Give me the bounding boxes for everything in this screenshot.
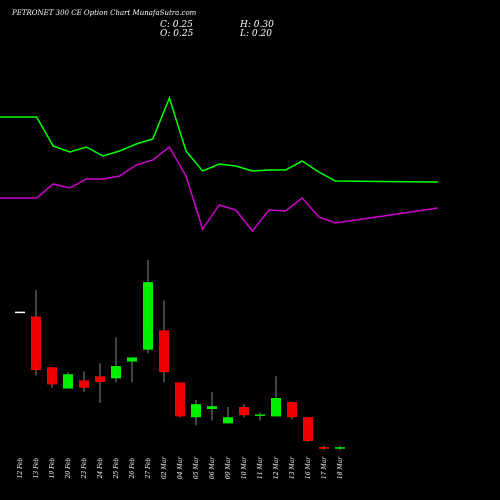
candle-body — [239, 407, 249, 416]
candle — [271, 376, 281, 417]
candle-body — [79, 380, 89, 388]
open-label: O: — [160, 29, 171, 39]
high-readout: H: 0.30 — [240, 20, 274, 30]
x-tick-label: 05 Mar — [193, 456, 200, 479]
x-tick-label: 12 Feb — [17, 457, 24, 478]
candle — [255, 412, 265, 421]
candle-body — [319, 447, 329, 449]
candle-body — [207, 406, 217, 410]
candle — [159, 300, 169, 383]
high-label: H: — [240, 20, 251, 30]
candle — [239, 404, 249, 418]
x-tick-label: 11 Mar — [257, 456, 264, 479]
x-tick-label: 18 Mar — [337, 456, 344, 479]
close-value: 0.25 — [172, 20, 193, 30]
x-tick-label: 26 Feb — [129, 457, 136, 479]
candle-body — [191, 404, 201, 418]
x-tick-label: 02 Mar — [161, 456, 168, 479]
high-value: 0.30 — [253, 20, 274, 30]
candle — [47, 367, 57, 388]
candle — [143, 260, 153, 354]
x-tick-label: 24 Feb — [97, 457, 104, 479]
x-tick-label: 20 Feb — [65, 457, 72, 479]
candle — [223, 407, 233, 424]
candle-body — [31, 316, 41, 371]
chart-title: PETRONET 300 CE Option Chart MunafaSutra… — [12, 9, 197, 17]
candle-body — [111, 366, 121, 379]
indicator-line-2 — [0, 145, 439, 233]
candle — [15, 311, 25, 314]
candle — [111, 337, 121, 383]
candle-body — [223, 417, 233, 424]
x-tick-label: 09 Mar — [225, 456, 232, 479]
x-tick-label: 17 Mar — [321, 456, 328, 479]
indicator-line-1 — [0, 95, 439, 183]
candle — [127, 357, 137, 383]
x-tick-label: 16 Mar — [305, 456, 312, 479]
candle — [319, 445, 329, 450]
x-tick-label: 06 Mar — [209, 456, 216, 479]
candle-body — [255, 414, 265, 416]
x-tick-label: 25 Feb — [113, 457, 120, 479]
candle — [335, 445, 345, 450]
candle-body — [143, 282, 153, 350]
candle-body — [175, 382, 185, 417]
close-readout: C: 0.25 — [160, 20, 193, 30]
candle-body — [303, 417, 313, 441]
candle — [191, 400, 201, 426]
x-tick-label: 10 Mar — [241, 456, 248, 479]
x-tick-label: 19 Feb — [49, 457, 56, 478]
candle — [63, 372, 73, 389]
candle-body — [335, 447, 345, 449]
candle-body — [127, 357, 137, 362]
candle-body — [47, 367, 57, 385]
x-tick-label: 13 Feb — [33, 457, 40, 478]
candle — [31, 290, 41, 376]
candle-body — [271, 397, 281, 417]
x-tick-label: 12 Mar — [273, 456, 280, 479]
candle — [303, 417, 313, 442]
candle — [287, 402, 297, 420]
open-value: 0.25 — [173, 29, 194, 39]
candle-body — [15, 311, 25, 314]
candle-body — [287, 402, 297, 418]
candle — [207, 391, 217, 421]
open-readout: O: 0.25 — [160, 29, 193, 39]
candle-body — [159, 330, 169, 373]
x-tick-label: 04 Mar — [177, 456, 184, 479]
x-tick-label: 23 Feb — [81, 457, 88, 479]
x-axis-labels: 12 Feb 13 Feb 19 Feb 20 Feb 23 Feb 24 Feb 25 F… — [17, 456, 344, 480]
low-label: L: — [240, 29, 250, 39]
low-value: 0.20 — [251, 29, 272, 39]
candle — [175, 382, 185, 418]
candles — [15, 260, 345, 450]
candle — [79, 371, 89, 392]
x-tick-label: 13 Mar — [289, 456, 296, 479]
close-label: C: — [160, 20, 170, 30]
low-readout: L: 0.20 — [240, 29, 272, 39]
indicator-lines — [0, 95, 439, 233]
candle — [95, 363, 105, 403]
x-tick-label: 27 Feb — [145, 457, 152, 479]
candle-body — [95, 376, 105, 383]
candle-body — [63, 374, 73, 389]
